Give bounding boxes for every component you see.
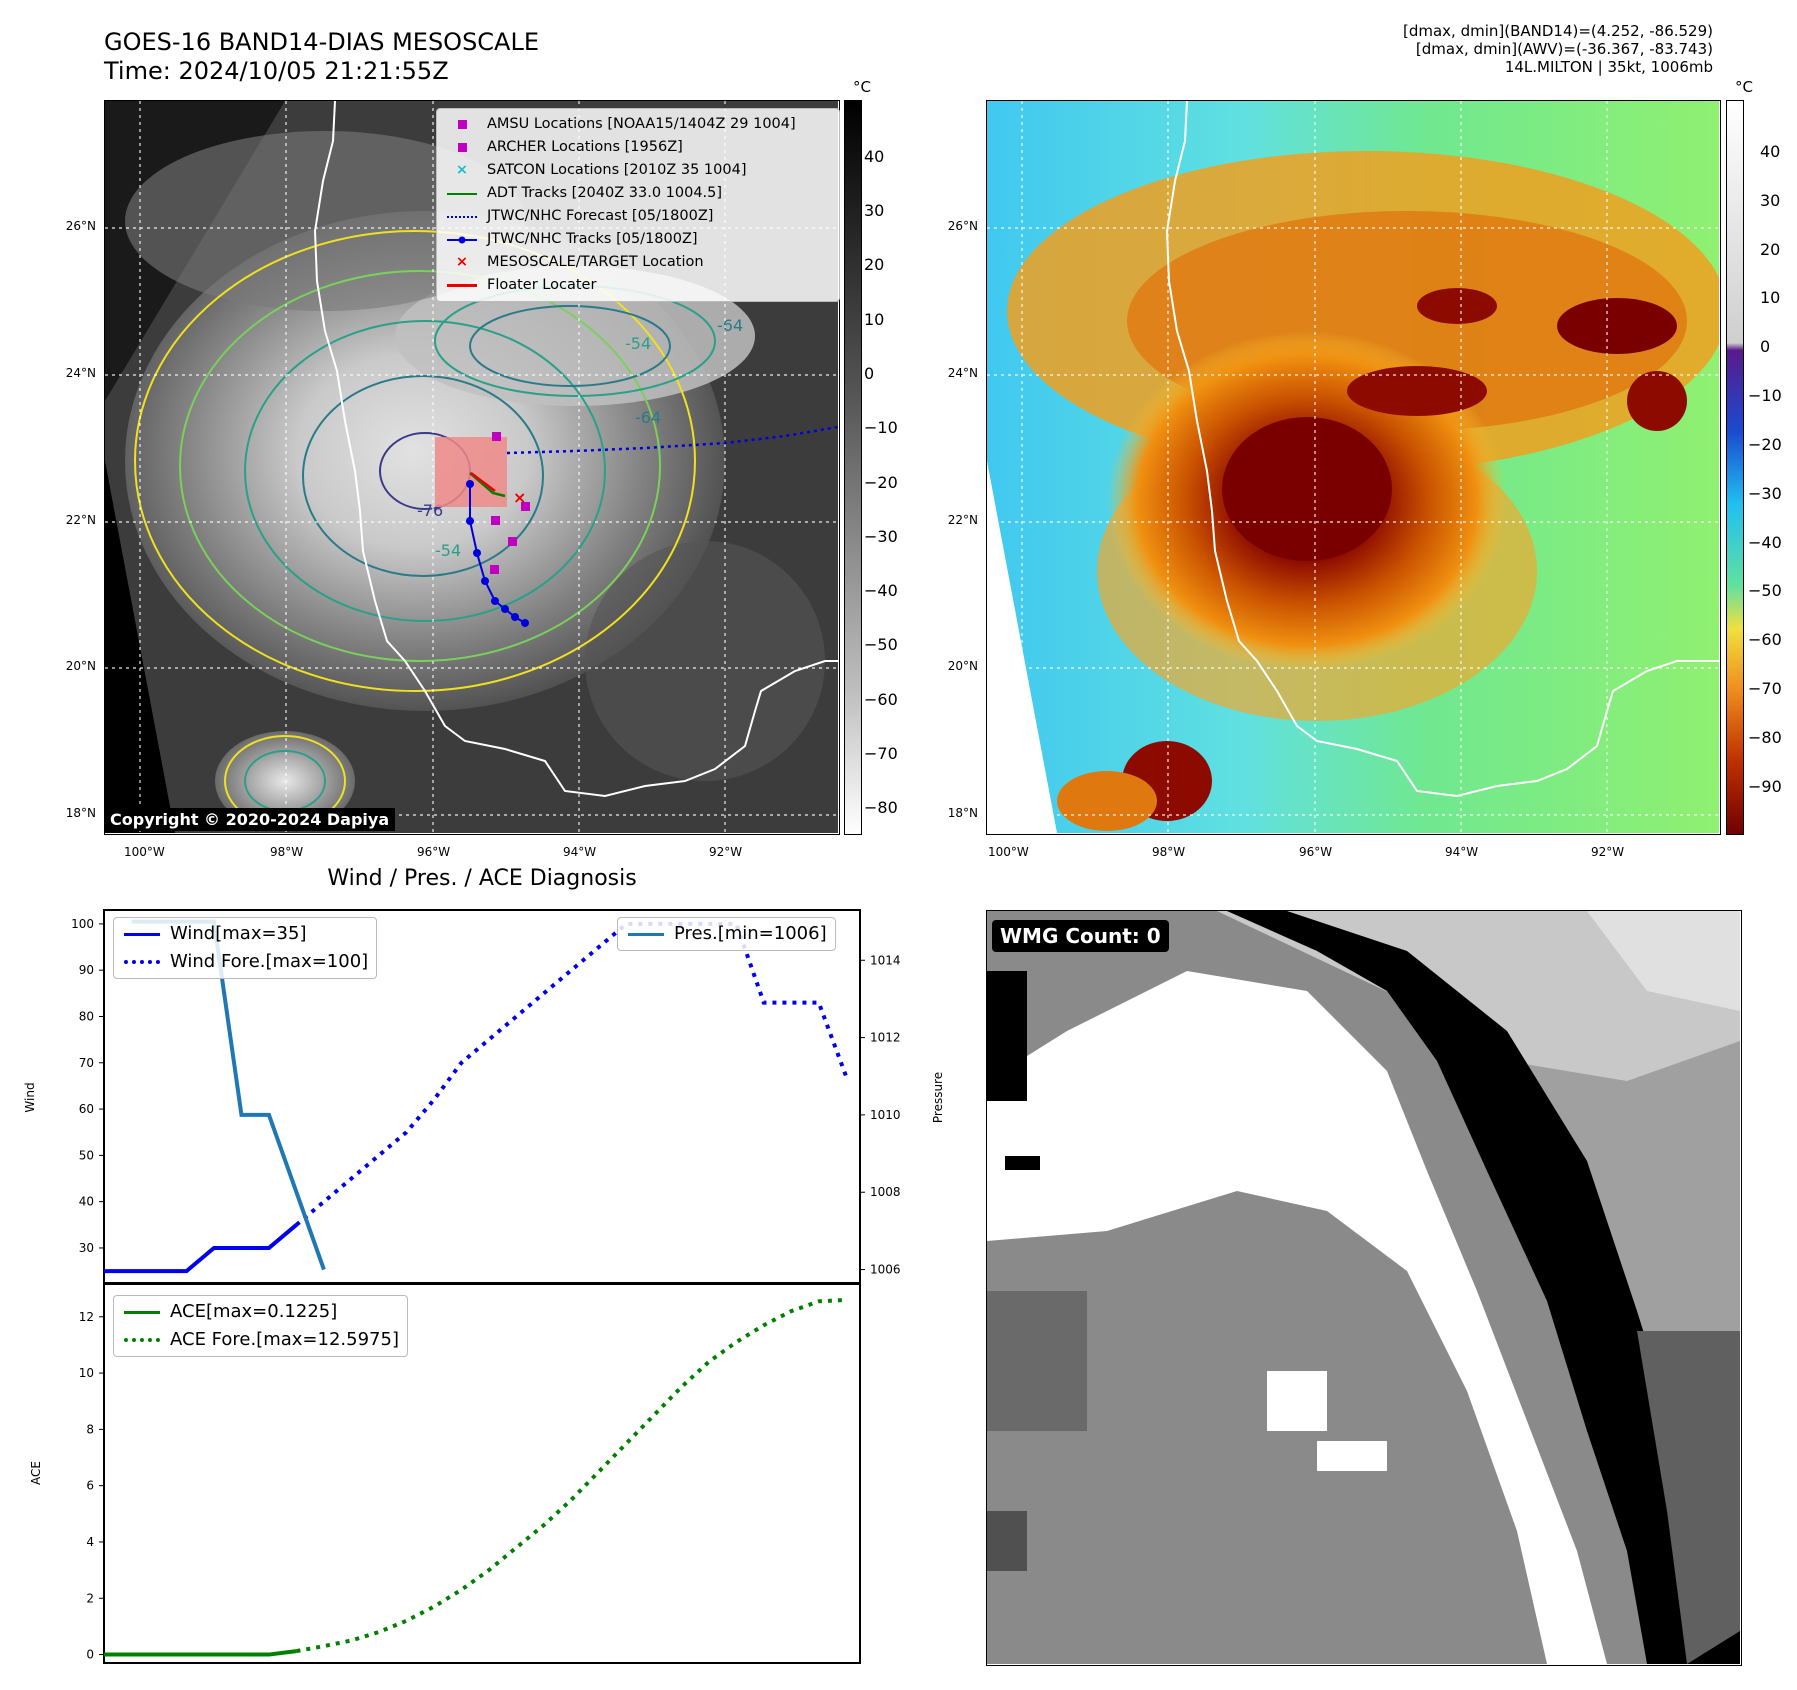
forecast-track [506,425,839,455]
legend-item: ACE Fore.[max=12.5975] [122,1326,399,1354]
y-tick-label: 80 [79,1009,94,1023]
y-right-tick-label: 1014 [870,953,901,967]
legend-item: ARCHER Locations [1956Z] [445,136,831,159]
awv-colorbar-unit: °C [1735,78,1753,96]
plot-frame [103,1282,861,1664]
ir-colorbar [844,100,862,835]
legend-item: ACE[max=0.1225] [122,1298,399,1326]
y-tick-label: 30 [79,1241,94,1255]
ir-lat-labels: 26°N 24°N 22°N 20°N 18°N [65,219,96,820]
y-right-tick-label: 1006 [870,1263,901,1277]
wind-pressure-chart: 30 40 50 60 70 80 90 100 1006 1008 1010 1012 1014 Win… [23,909,945,1285]
line-marker-icon [447,192,477,195]
legend-item: Wind[max=35] [122,920,368,948]
title-line2: Time: 2024/10/05 21:21:55Z [104,57,449,85]
contour-label: -54 [435,541,461,560]
info-block: [dmax, dmin](BAND14)=(4.252, -86.529) [d… [1403,22,1713,76]
line-marker-icon [628,932,664,936]
legend-item: Floater Locater [445,274,831,297]
series-line-0 [104,1223,298,1274]
awv-colorbar [1726,100,1744,835]
y-tick-label: 0 [86,1648,94,1662]
dotted-line-icon [124,960,160,964]
line-marker-icon [124,1310,160,1314]
y-tick-label: 2 [86,1591,94,1605]
legend-item: × MESOSCALE/TARGET Location [445,251,831,274]
ir-map-image: -54 -64 -64 -76 -54 [105,101,839,833]
ir-map-panel: -54 -64 -64 -76 -54 [104,100,840,835]
info-line2: [dmax, dmin](AWV)=(-36.367, -83.743) [1415,40,1713,58]
ir-map-legend: AMSU Locations [NOAA15/1404Z 29 1004] AR… [436,108,840,302]
adt-track [469,472,506,498]
series-line-1 [295,921,849,1227]
awv-colorbar-ticks: 40 30 20 10 0 −10 −20 −30 −40 −50 −60 −7… [1748,142,1782,796]
y-tick-label: 4 [86,1535,94,1549]
legend-item: AMSU Locations [NOAA15/1404Z 29 1004] [445,113,831,136]
diagnosis-title: Wind / Pres. / ACE Diagnosis [327,866,637,891]
y-tick-label: 6 [86,1479,94,1493]
legend-item: JTWC/NHC Forecast [05/1800Z] [445,205,831,228]
floater-locater-line [470,472,496,492]
y-tick-label: 10 [79,1366,94,1380]
line-dot-icon [447,236,477,243]
square-marker-icon [457,120,467,129]
y-tick-label: 100 [71,917,94,931]
legend-item: JTWC/NHC Tracks [05/1800Z] [445,228,831,251]
legend-item: × SATCON Locations [2010Z 35 1004] [445,159,831,182]
line-marker-icon [124,932,160,936]
ir-colorbar-ticks: 40 30 20 10 0 −10 −20 −30 −40 −50 −60 −7… [864,147,898,817]
y-axis-label: Wind [23,1082,37,1112]
y-tick-label: 8 [86,1422,94,1436]
awv-gridlines [987,101,1719,833]
awv-map-panel [986,100,1721,835]
x-marker-icon: × [455,254,469,270]
title-line1: GOES-16 BAND14-DIAS MESOSCALE [104,28,540,56]
ace-legend: ACE[max=0.1225] ACE Fore.[max=12.5975] [113,1295,408,1357]
y-tick-label: 40 [79,1195,94,1209]
y-right-tick-label: 1008 [870,1185,901,1199]
dotted-line-icon [447,215,477,218]
info-line3: 14L.MILTON | 35kt, 1006mb [1504,58,1713,76]
ir-lon-labels: 100°W 98°W 96°W 94°W 92°W [124,845,743,859]
y-right-tick-label: 1010 [870,1108,901,1122]
y-tick-label: 60 [79,1102,94,1116]
contour-label: -64 [635,408,661,427]
line-marker-icon [447,284,477,287]
ace-chart: 0 2 4 6 8 10 12 ACE [29,1282,861,1664]
square-marker-icon [457,143,467,152]
awv-map-image [987,101,1720,833]
y-tick-label: 12 [79,1310,94,1324]
y-right-tick-label: 1012 [870,1031,901,1045]
legend-item: Wind Fore.[max=100] [122,948,368,976]
awv-lat-labels: 26°N 24°N 22°N 20°N 18°N [947,219,978,820]
figure-title: GOES-16 BAND14-DIAS MESOSCALE Time: 2024… [104,28,539,86]
y-axis-label: ACE [29,1461,43,1485]
x-marker-icon: × [455,162,469,178]
legend-item: Pres.[min=1006] [626,920,827,948]
wmg-image [987,911,1740,1664]
target-location-x: × [513,488,526,507]
y-tick-label: 50 [79,1148,94,1162]
wmg-panel [986,910,1742,1666]
y-tick-label: 70 [79,1056,94,1070]
copyright-badge: Copyright © 2020-2024 Dapiya [104,808,396,831]
series-line-0 [104,1649,297,1657]
contour-label: -64 [717,316,743,335]
contour-label: -54 [625,334,651,353]
plot-frame [103,909,861,1285]
wind-legend: Wind[max=35] Wind Fore.[max=100] [113,917,378,979]
y-tick-label: 90 [79,963,94,977]
pressure-legend: Pres.[min=1006] [617,917,836,951]
ir-colorbar-unit: °C [853,78,871,96]
dotted-line-icon [124,1338,160,1342]
y-right-axis-label: Pressure [931,1072,945,1123]
awv-lon-labels: 100°W 98°W 96°W 94°W 92°W [988,845,1625,859]
legend-item: ADT Tracks [2040Z 33.0 1004.5] [445,182,831,205]
wmg-count-badge: WMG Count: 0 [992,920,1169,952]
info-line1: [dmax, dmin](BAND14)=(4.252, -86.529) [1402,22,1713,40]
